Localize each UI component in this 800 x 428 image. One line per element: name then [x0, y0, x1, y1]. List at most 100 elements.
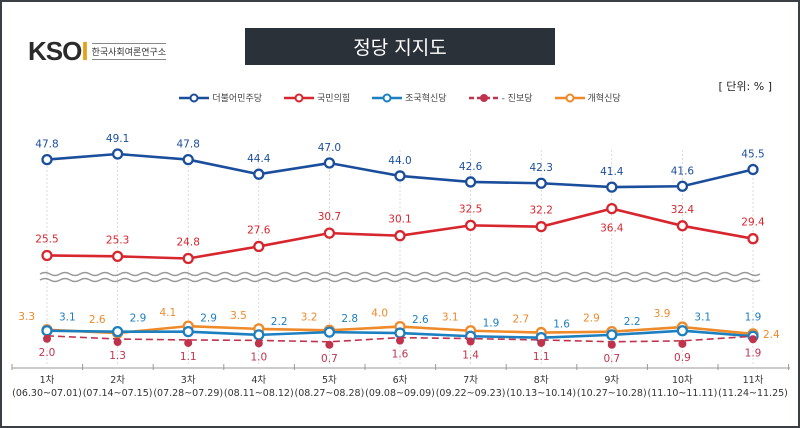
x-tick-label: 7차: [463, 374, 478, 386]
legend: 더불어민주당 국민의힘 조국혁신당 - 진보당 개혁신당: [0, 91, 800, 104]
data-label: 1.9: [745, 311, 762, 323]
x-tick-date: (08.11~08.12): [224, 388, 294, 399]
data-label: 25.3: [106, 234, 129, 246]
data-label: 47.8: [177, 139, 200, 151]
data-label: 47.0: [318, 142, 341, 154]
x-tick-date: (08.27~08.28): [295, 388, 365, 399]
data-label: 3.3: [18, 311, 35, 323]
data-label: 0.9: [674, 352, 691, 364]
data-point: [253, 168, 265, 180]
data-point: [113, 338, 122, 347]
data-label: 27.6: [247, 224, 271, 236]
legend-label: 조국혁신당: [405, 94, 447, 104]
x-tick-date: (09.08~09.09): [365, 388, 435, 399]
legend-item: 조국혁신당: [372, 91, 447, 104]
data-point: [537, 338, 546, 347]
data-point: [41, 325, 53, 337]
logo-mark: KSOI: [28, 36, 89, 66]
data-label: 1.9: [483, 317, 500, 329]
legend-label: 개혁신당: [587, 94, 621, 104]
data-label: 2.6: [89, 314, 106, 326]
data-point: [607, 340, 616, 349]
x-tick-date: (07.28~07.29): [153, 388, 223, 399]
x-tick-label: 2차: [110, 374, 125, 386]
data-point: [464, 219, 477, 232]
legend-item: 국민의힘: [284, 91, 350, 104]
data-label: 3.9: [654, 308, 671, 320]
data-label: 41.6: [671, 165, 695, 177]
data-point: [325, 340, 334, 349]
legend-item: - 진보당: [468, 91, 533, 104]
x-tick-date: (06.30~07.01): [12, 388, 82, 399]
data-label: 1.4: [462, 350, 479, 362]
data-label: 2.9: [130, 313, 147, 325]
data-point: [749, 335, 757, 344]
data-label: 2.7: [512, 314, 529, 326]
data-point: [464, 176, 477, 188]
x-tick-date: (10.13~10.14): [506, 388, 576, 399]
x-tick-date: (10.27~10.28): [577, 388, 647, 399]
data-label: 49.1: [106, 133, 129, 145]
data-label: 3.1: [694, 312, 711, 324]
data-point: [253, 329, 265, 341]
data-label: 32.4: [671, 204, 695, 216]
x-tick-label: 10차: [672, 374, 693, 386]
data-point: [678, 339, 687, 348]
legend-marker-icon: [284, 93, 315, 102]
x-tick-date: (11.24~11.25): [718, 388, 788, 399]
legend-label: 국민의힘: [317, 94, 351, 104]
data-label: 3.5: [230, 310, 247, 322]
data-point: [323, 227, 336, 239]
data-point: [253, 240, 265, 253]
data-label: 29.4: [741, 217, 765, 229]
data-point: [111, 326, 124, 338]
data-label: 41.4: [600, 166, 624, 178]
axis-break-line: [39, 277, 761, 283]
x-tick-label: 1차: [40, 374, 55, 386]
x-tick-date: (09.22~09.23): [436, 388, 506, 399]
legend-label: 더불어민주당: [212, 94, 263, 104]
chart-title: 정당 지지도: [245, 28, 555, 65]
data-point: [182, 326, 194, 338]
data-label: 3.1: [59, 312, 76, 324]
legend-item: 개혁신당: [554, 91, 621, 104]
data-point: [111, 148, 124, 160]
data-point: [606, 202, 618, 215]
x-tick-label: 9차: [604, 374, 619, 386]
data-label: 2.2: [624, 316, 641, 328]
data-label: 32.5: [459, 203, 482, 215]
data-label: 2.4: [763, 329, 780, 341]
x-tick-date: (07.14~07.15): [83, 388, 153, 399]
data-label: 36.4: [600, 223, 624, 235]
data-label: 47.8: [35, 139, 58, 151]
data-label: 1.9: [745, 347, 762, 359]
data-point: [41, 249, 53, 262]
data-point: [396, 336, 404, 345]
data-label: 25.5: [35, 233, 58, 245]
data-point: [394, 230, 406, 242]
data-point: [676, 220, 689, 232]
data-point: [323, 157, 336, 169]
legend-marker-icon: [554, 93, 585, 102]
data-label: 2.9: [583, 313, 600, 325]
data-label: 1.6: [553, 319, 570, 331]
data-point: [254, 339, 263, 348]
data-label: 1.3: [109, 350, 126, 362]
data-label: 44.0: [388, 155, 411, 167]
legend-label: - 진보당: [501, 94, 533, 104]
logo-subtitle: 한국사회여론연구소: [91, 43, 167, 60]
data-point: [676, 325, 689, 337]
data-point: [182, 153, 194, 166]
data-label: 30.7: [318, 211, 341, 223]
data-label: 0.7: [603, 353, 620, 365]
x-tick-label: 5차: [322, 374, 337, 386]
data-label: 2.2: [271, 316, 288, 328]
data-label: 45.5: [741, 148, 764, 160]
data-point: [535, 221, 547, 233]
data-point: [182, 252, 194, 265]
x-tick-label: 8차: [534, 374, 549, 386]
data-label: 4.1: [159, 307, 176, 319]
x-tick-label: 6차: [393, 374, 408, 386]
data-point: [466, 337, 475, 346]
